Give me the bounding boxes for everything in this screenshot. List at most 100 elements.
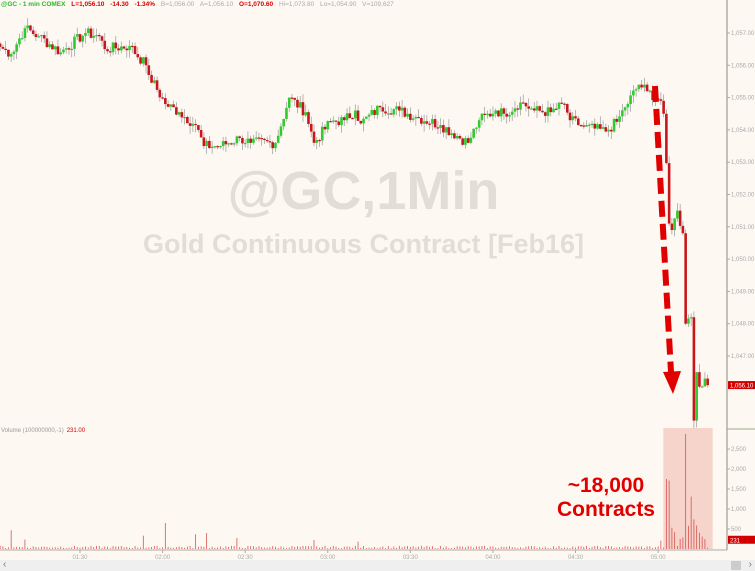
candle: [216, 145, 219, 150]
candle: [293, 97, 297, 107]
candle: [108, 46, 112, 57]
scroll-thumb[interactable]: [731, 561, 741, 570]
candle-body: [331, 120, 335, 122]
candle-body: [461, 138, 464, 145]
last-volume-label: 231: [730, 538, 741, 544]
candle-body: [568, 112, 572, 121]
candle-body: [398, 106, 401, 111]
candle: [469, 132, 473, 145]
candle-body: [287, 97, 291, 108]
candle-body: [254, 137, 258, 139]
candle-body: [26, 25, 29, 29]
time-tick-label: 03:30: [403, 555, 419, 561]
candle-body: [64, 48, 68, 50]
candle-body: [230, 143, 233, 145]
candle: [210, 141, 214, 154]
candle-body: [334, 120, 338, 122]
candle-body: [161, 97, 164, 99]
candle: [117, 44, 120, 55]
candle: [268, 134, 272, 148]
price-tick-label: 1,048.00: [731, 322, 755, 328]
candle-body: [362, 118, 365, 124]
candle-body: [409, 113, 412, 120]
candle: [607, 125, 610, 137]
candle-body: [7, 49, 10, 57]
candle-body: [117, 48, 120, 51]
horizontal-scrollbar[interactable]: ‹ ›: [0, 559, 755, 571]
candle-body: [111, 42, 115, 53]
candle: [103, 32, 107, 55]
candle-body: [453, 133, 456, 139]
candle-body: [12, 51, 16, 54]
candle: [205, 138, 208, 154]
candle-body: [103, 40, 107, 50]
candle-body: [406, 113, 409, 117]
candle: [86, 26, 90, 36]
price-tick-label: 1,047.00: [731, 354, 755, 360]
candle-body: [122, 46, 126, 49]
candle-body: [530, 108, 533, 110]
candle-body: [62, 49, 65, 53]
candle-body: [340, 117, 343, 126]
candle: [175, 102, 178, 116]
candle-body: [78, 34, 82, 42]
candle-body: [599, 124, 602, 129]
candle-body: [670, 223, 674, 231]
candle-body: [153, 80, 156, 83]
candle: [387, 106, 390, 119]
candle-body: [673, 218, 676, 231]
candle-body: [40, 35, 43, 37]
candle-body: [37, 36, 40, 38]
candle-body: [703, 378, 707, 387]
scroll-right-button[interactable]: ›: [748, 559, 752, 570]
candle: [155, 76, 159, 93]
candle: [111, 41, 115, 56]
candle-body: [9, 53, 13, 57]
candle: [519, 96, 522, 116]
candle: [263, 137, 266, 145]
candle: [563, 102, 566, 110]
candle: [23, 25, 27, 42]
arrow-head-icon: [663, 371, 681, 394]
annotation-unit: Contracts: [556, 498, 655, 521]
candle: [337, 116, 341, 128]
candle-body: [235, 136, 239, 144]
candle-body: [301, 102, 305, 116]
candle-body: [353, 110, 357, 119]
candle: [84, 28, 87, 44]
time-tick-label: 04:30: [568, 555, 584, 561]
watermark-contract-name: Gold Continuous Contract [Feb16]: [143, 229, 584, 259]
candle-body: [282, 118, 286, 127]
candle: [552, 103, 555, 113]
candle: [521, 94, 525, 104]
candle: [238, 135, 241, 142]
candle: [164, 93, 167, 110]
candle: [257, 132, 261, 142]
candle: [249, 135, 252, 149]
candle-body: [392, 109, 396, 115]
candle-body: [439, 125, 442, 128]
candle-body: [48, 44, 52, 48]
candle: [464, 135, 467, 149]
candle: [147, 58, 151, 80]
candle-body: [263, 138, 266, 141]
volume-tick-label: 500: [731, 527, 742, 533]
candle: [621, 103, 624, 122]
candle-body: [698, 372, 701, 387]
candle: [142, 56, 145, 67]
candle-body: [0, 43, 2, 47]
candle-body: [414, 116, 418, 119]
candle: [549, 103, 553, 117]
candle: [678, 204, 682, 230]
candle: [516, 105, 520, 117]
candle: [48, 41, 52, 49]
scroll-left-button[interactable]: ‹: [3, 559, 7, 570]
candle: [279, 123, 283, 139]
candle: [439, 118, 442, 134]
candle-body: [585, 124, 588, 127]
candle: [565, 103, 569, 116]
candle: [411, 115, 415, 122]
candle: [436, 120, 440, 135]
candle-body: [205, 140, 208, 147]
candle-body: [370, 110, 374, 115]
